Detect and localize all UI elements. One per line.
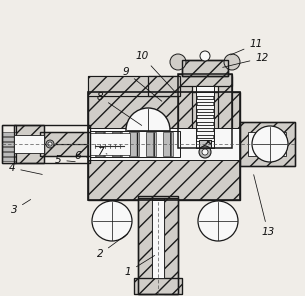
Bar — [90, 133, 130, 155]
Bar — [14, 135, 44, 153]
Bar — [2, 152, 16, 156]
Circle shape — [202, 149, 208, 155]
Bar — [129, 132, 139, 156]
Circle shape — [126, 108, 170, 152]
Circle shape — [170, 54, 186, 70]
Bar — [95, 132, 105, 156]
Bar — [134, 278, 182, 294]
Bar — [163, 132, 173, 156]
Bar — [146, 132, 156, 156]
Circle shape — [200, 51, 210, 61]
Bar — [138, 198, 178, 294]
Text: 12: 12 — [223, 53, 269, 67]
Text: 5: 5 — [55, 155, 75, 165]
Bar — [164, 198, 178, 294]
Bar — [112, 132, 122, 156]
Bar — [2, 142, 16, 146]
Bar — [218, 76, 232, 148]
Bar — [248, 132, 286, 156]
Bar — [134, 278, 182, 294]
Circle shape — [224, 54, 240, 70]
Circle shape — [199, 146, 211, 158]
Bar — [182, 60, 228, 76]
Text: 10: 10 — [135, 51, 176, 93]
Bar — [178, 76, 192, 148]
Bar — [138, 198, 152, 294]
Bar — [196, 86, 214, 148]
Bar — [90, 131, 180, 157]
Circle shape — [46, 140, 54, 148]
Bar — [2, 147, 16, 151]
Bar — [2, 137, 16, 141]
Bar — [2, 132, 16, 136]
Bar — [14, 125, 44, 163]
Circle shape — [198, 201, 238, 241]
Bar — [88, 128, 240, 160]
Bar — [40, 132, 90, 144]
Text: 1: 1 — [125, 255, 155, 277]
Bar — [40, 132, 90, 156]
Text: 13: 13 — [254, 175, 274, 237]
Bar — [199, 140, 211, 148]
Bar — [178, 74, 232, 86]
Polygon shape — [88, 76, 178, 96]
Bar — [2, 157, 16, 161]
Bar — [2, 125, 90, 163]
Text: 6: 6 — [75, 151, 87, 161]
Bar — [2, 125, 16, 163]
Text: 4: 4 — [9, 163, 42, 174]
Text: 8: 8 — [97, 92, 142, 126]
Bar — [88, 92, 240, 200]
Bar — [14, 125, 44, 163]
Bar — [40, 144, 90, 156]
Bar — [148, 76, 180, 96]
Bar — [138, 196, 178, 294]
Text: 11: 11 — [231, 39, 263, 55]
Text: 2: 2 — [97, 234, 128, 259]
Bar — [178, 74, 232, 148]
Bar — [152, 200, 164, 278]
Text: 9: 9 — [123, 67, 162, 101]
Circle shape — [48, 142, 52, 146]
Bar — [240, 122, 295, 166]
Text: 7: 7 — [97, 147, 107, 157]
Polygon shape — [88, 76, 178, 96]
Circle shape — [252, 126, 288, 162]
Bar — [88, 92, 240, 200]
Circle shape — [92, 201, 132, 241]
Bar — [182, 60, 228, 76]
Bar — [240, 122, 295, 166]
Bar — [199, 140, 211, 148]
Text: 3: 3 — [11, 200, 30, 215]
